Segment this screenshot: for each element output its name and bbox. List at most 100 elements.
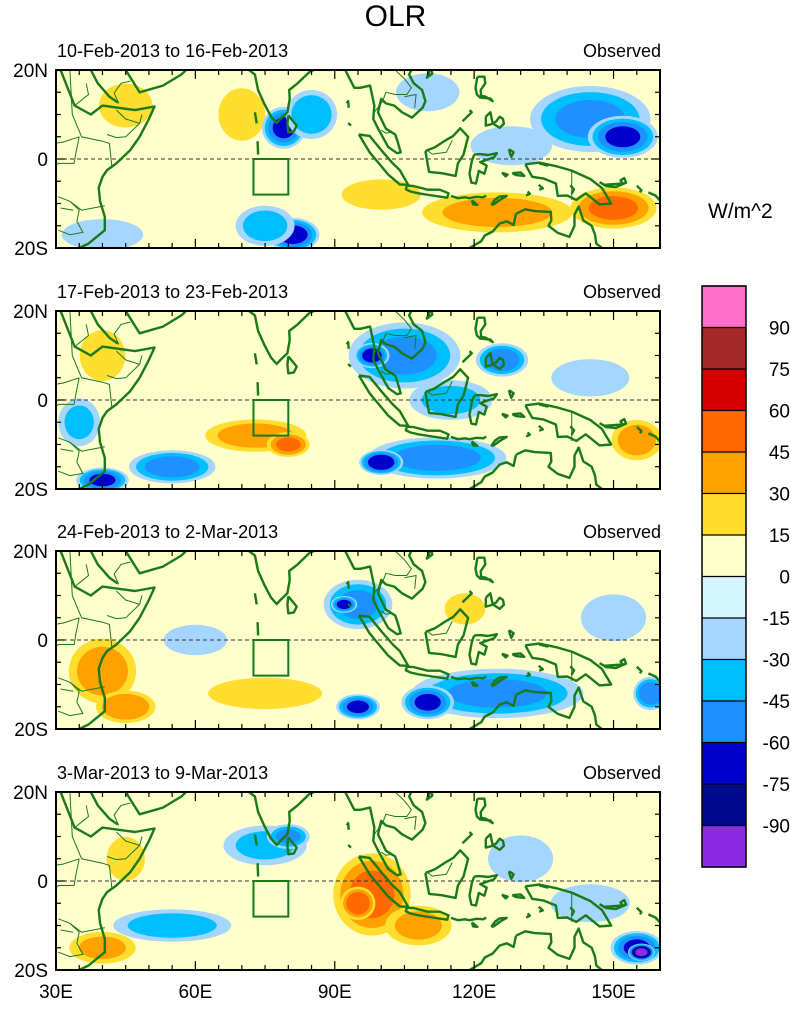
coastline: [343, 792, 427, 877]
coastline: [538, 643, 549, 648]
country-border: [426, 862, 453, 877]
coastline: [538, 884, 549, 889]
country-border: [404, 334, 417, 349]
coastline: [525, 431, 532, 438]
olr-anomaly-negative: [550, 884, 630, 923]
colorbar-swatch: [702, 327, 746, 370]
olr-anomaly-negative: [127, 913, 217, 938]
country-border: [373, 551, 413, 594]
colorbar-swatch: [702, 784, 746, 826]
coastline: [253, 353, 258, 365]
coastline: [490, 916, 508, 928]
colorbar: 90 75 60 45 30 15 0 -15 -30 -45 -60 -75 -90: [701, 285, 790, 868]
country-border: [106, 364, 140, 380]
coastline: [474, 316, 494, 344]
country-border: [74, 324, 90, 347]
coastline: [343, 311, 427, 396]
coastline: [524, 642, 613, 687]
coastline: [647, 913, 660, 924]
lon-tick-label: 90E: [318, 982, 352, 1003]
coastline: [227, 311, 317, 366]
olr-anomaly-negative: [414, 693, 441, 711]
olr-anomaly-negative: [242, 210, 288, 242]
coastline: [635, 665, 643, 675]
country-border: [58, 200, 84, 236]
country-border: [58, 196, 105, 211]
olr-anomaly-positive: [218, 88, 266, 141]
coastline: [59, 792, 156, 970]
olr-anomaly-negative: [64, 405, 94, 440]
country-border: [69, 792, 113, 888]
coastline: [511, 652, 526, 659]
coastline: [450, 916, 487, 922]
panel-1-field: [56, 57, 660, 248]
coastline: [507, 629, 515, 639]
panel-3-field: [56, 538, 660, 729]
colorbar-label: 15: [769, 526, 790, 547]
country-border: [56, 858, 80, 919]
panel-2-field: [56, 298, 660, 489]
country-border: [56, 377, 80, 438]
colorbar-label: 30: [769, 485, 790, 506]
coastline: [524, 402, 613, 447]
coastline: [515, 205, 603, 248]
country-border: [106, 604, 140, 620]
colorbar-label: 60: [769, 402, 790, 423]
coastline: [470, 921, 479, 928]
colorbar-swatch: [702, 701, 746, 743]
coastline: [507, 148, 515, 158]
coastline: [89, 551, 119, 585]
lat-tick-label: 20S: [14, 961, 48, 982]
country-border: [60, 929, 74, 933]
olr-anomaly-positive: [102, 693, 150, 720]
coastline: [515, 927, 603, 970]
coastline: [59, 311, 156, 489]
country-border: [58, 918, 105, 933]
country-border: [74, 83, 90, 106]
coastline: [461, 109, 473, 123]
panel-2-period: 17-Feb-2013 to 23-Feb-2013: [57, 282, 289, 302]
coastline: [286, 836, 298, 856]
olr-anomaly-negative: [144, 456, 200, 478]
coastline: [476, 298, 477, 303]
lat-tick-label: 20S: [14, 480, 48, 501]
olr-anomaly-positive: [588, 196, 639, 220]
coastline: [511, 412, 526, 419]
coastline: [476, 57, 477, 62]
coastline: [507, 870, 515, 880]
coastline: [256, 141, 260, 155]
colorbar-frame: [701, 285, 747, 868]
country-border: [56, 176, 57, 178]
coastline: [511, 893, 526, 900]
colorbar-swatch: [702, 493, 746, 536]
coastline: [647, 672, 660, 683]
coastline: [468, 393, 499, 426]
panel-1-map: 20N 0 20S: [13, 57, 661, 260]
coastline: [286, 355, 298, 375]
coastline: [450, 675, 487, 681]
coastline: [124, 792, 188, 816]
coastline: [461, 694, 518, 729]
coastline: [647, 432, 660, 443]
coastline: [286, 595, 298, 615]
coastline: [484, 833, 506, 852]
coastline: [468, 633, 499, 666]
coastline: [461, 831, 473, 845]
index-box: [252, 880, 290, 918]
coastline: [598, 657, 628, 670]
index-box: [252, 158, 290, 196]
coastline: [598, 176, 628, 189]
colorbar-swatch: [702, 369, 746, 411]
coastline: [659, 441, 660, 444]
chart-title: OLR: [364, 0, 427, 33]
olr-anomaly-positive: [444, 593, 486, 625]
country-border: [426, 381, 453, 396]
coastline: [286, 114, 298, 134]
coastline: [659, 922, 660, 925]
coastline: [476, 538, 477, 543]
coastline: [515, 686, 603, 729]
coastline: [347, 844, 352, 849]
colorbar-label: 90: [769, 319, 790, 340]
country-border: [113, 802, 131, 826]
coastline: [524, 883, 613, 928]
